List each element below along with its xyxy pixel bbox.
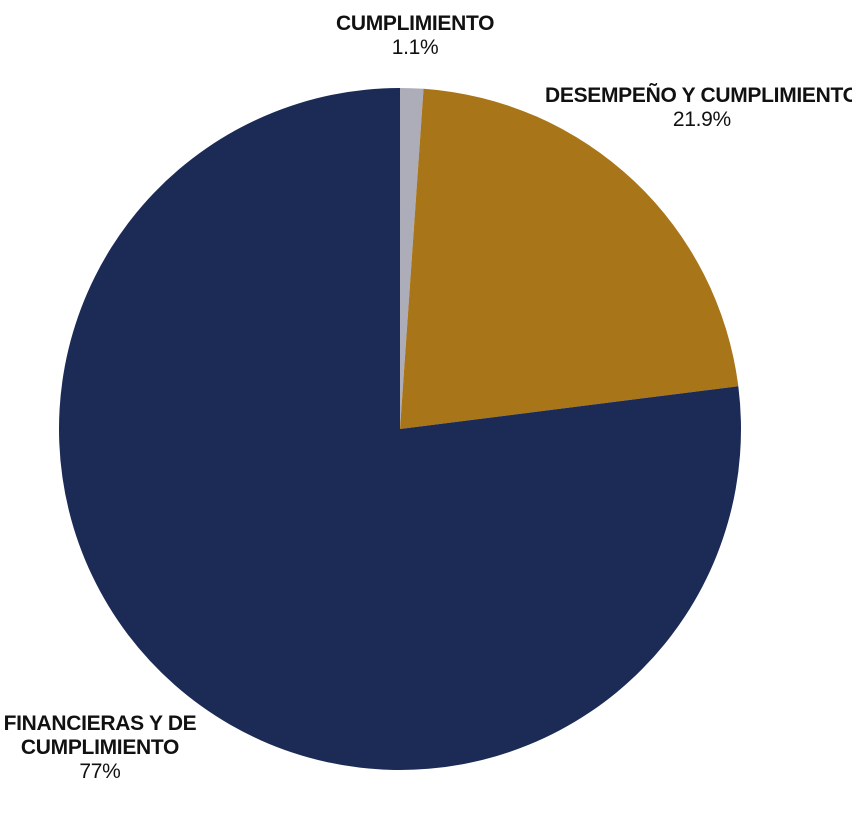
pie-slices [58,87,741,770]
slice-label-cumplimiento: CUMPLIMIENTO 1.1% [336,12,494,60]
slice-label-financieras-y-de-cumplimiento: FINANCIERAS Y DE CUMPLIMIENTO 77% [0,712,200,784]
pie-slice-desempeño-y-cumplimiento [400,88,739,429]
pie-slice-cumplimiento [400,87,424,429]
slice-category: DESEMPEÑO Y CUMPLIMIENTO [545,84,852,107]
slice-percent: 77% [79,760,121,783]
slice-percent: 21.9% [672,108,731,131]
slice-label-desempeno-y-cumplimiento: DESEMPEÑO Y CUMPLIMIENTO 21.9% [545,84,852,132]
slice-category: CUMPLIMIENTO [336,12,495,35]
pie-slice-financieras-y-de-cumplimiento [58,88,741,770]
slice-percent: 1.1% [391,36,439,59]
slice-category: FINANCIERAS Y DE CUMPLIMIENTO [3,712,197,759]
